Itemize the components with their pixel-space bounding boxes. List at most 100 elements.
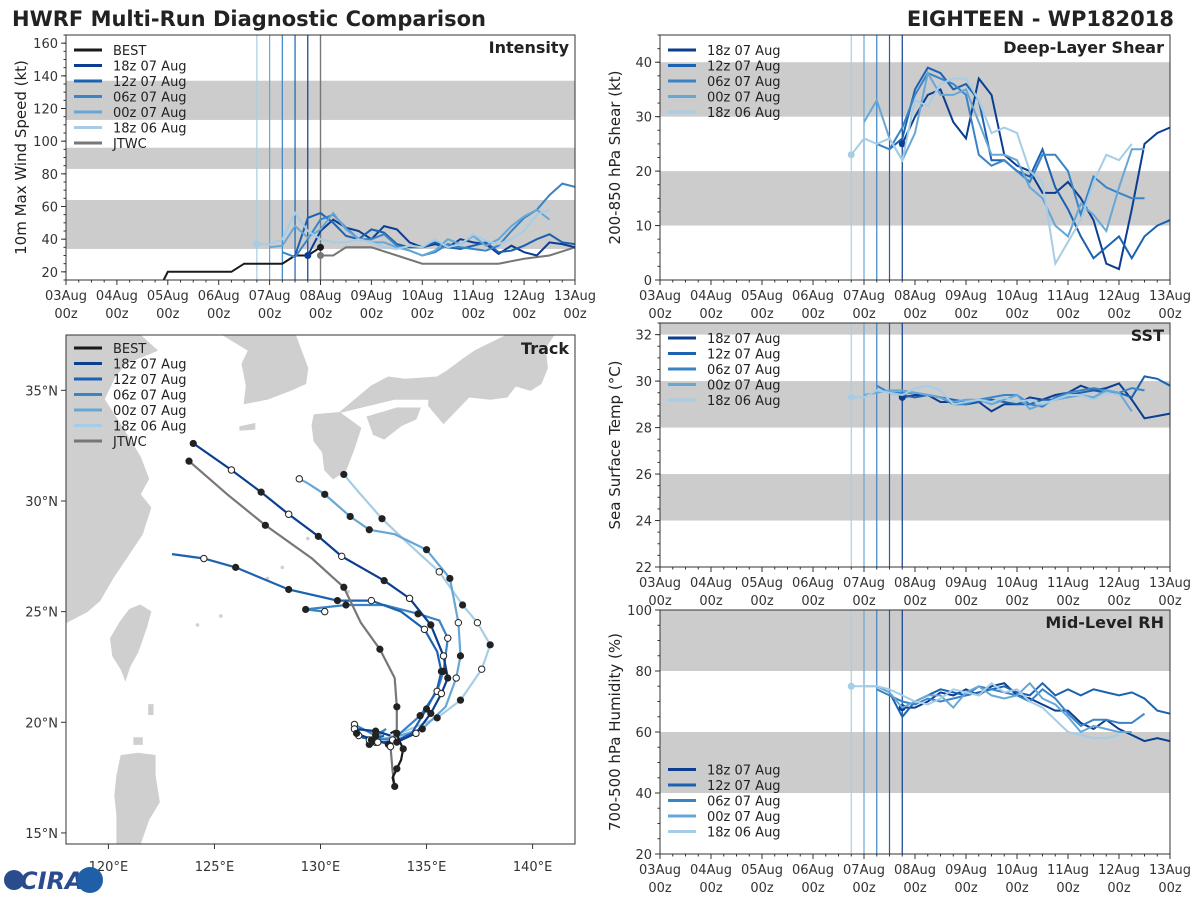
track-point-00z	[456, 696, 465, 704]
landmass-babuyan	[133, 737, 143, 745]
x-tick-label-hour: 00z	[801, 307, 825, 322]
legend-label-best: BEST	[113, 342, 146, 357]
track-point-12z	[338, 552, 346, 561]
track-point-00z	[418, 725, 426, 733]
x-tick-label-date: 06Aug	[792, 576, 834, 591]
y-tick-label: 0	[644, 274, 652, 289]
track-point-00z	[427, 709, 435, 718]
y-tick-label: 60	[41, 201, 58, 216]
landmass-shikoku	[366, 407, 421, 440]
x-tick-label-hour: 00z	[1107, 594, 1131, 609]
x-tick-label-date: 07Aug	[249, 289, 291, 304]
intensity-panel-title: Intensity	[489, 38, 570, 57]
y-tick-label: 100	[627, 604, 652, 619]
y-tick-label: 160	[33, 37, 58, 52]
x-tick-label-date: 08Aug	[894, 289, 936, 304]
series-line-r18z07	[902, 382, 1170, 420]
threshold-band	[660, 610, 1170, 671]
landmass-islet	[219, 614, 223, 618]
track-point-00z	[393, 729, 401, 737]
x-tick-label-date: 12Aug	[503, 289, 545, 304]
x-tick-label-hour: 00z	[1158, 881, 1182, 896]
track-point-12z	[477, 665, 486, 673]
x-tick-label-hour: 00z	[1005, 881, 1029, 896]
landmass-luzon	[114, 752, 160, 844]
x-tick-label-hour: 00z	[750, 594, 774, 609]
legend-label-r06z07: 06z 07 Aug	[113, 91, 187, 106]
x-tick-label-hour: 00z	[648, 307, 672, 322]
series-line-r00z07	[269, 208, 551, 257]
legend-label-r00z07: 00z 07 Aug	[113, 106, 187, 121]
track-point-00z	[414, 610, 422, 618]
intensity-plot-area	[66, 35, 575, 280]
series-line-r00z07	[864, 681, 1132, 734]
legend-label-r12z07: 12z 07 Aug	[707, 60, 781, 75]
lon-tick-label: 130°E	[301, 860, 341, 875]
legend-label-r06z07: 06z 07 Aug	[707, 363, 781, 378]
legend-label-best: BEST	[113, 44, 146, 59]
x-tick-label-date: 12Aug	[1098, 289, 1140, 304]
legend-label-r12z07: 12z 07 Aug	[707, 779, 781, 794]
legend-label-r12z07: 12z 07 Aug	[113, 373, 187, 388]
x-tick-label-hour: 00z	[1056, 594, 1080, 609]
x-tick-label-date: 08Aug	[894, 863, 936, 878]
x-tick-label-date: 08Aug	[300, 289, 342, 304]
x-tick-label-hour: 00z	[750, 881, 774, 896]
series-line-r06z07	[876, 685, 1146, 728]
x-tick-label-date: 09Aug	[945, 863, 987, 878]
x-tick-label-hour: 00z	[309, 307, 333, 322]
track-point-12z	[435, 568, 443, 576]
x-tick-label-date: 11Aug	[1047, 863, 1089, 878]
legend-label-r12z07: 12z 07 Aug	[113, 75, 187, 90]
series-marker-r18z07	[304, 252, 312, 259]
x-tick-label-hour: 00z	[1005, 307, 1029, 322]
x-tick-label-date: 11Aug	[1047, 289, 1089, 304]
x-tick-label-hour: 00z	[954, 307, 978, 322]
legend-label-r00z07: 00z 07 Aug	[113, 404, 187, 419]
legend-label-r06z07: 06z 07 Aug	[707, 795, 781, 810]
x-tick-label-hour: 00z	[411, 307, 435, 322]
x-tick-label-date: 10Aug	[996, 576, 1038, 591]
x-tick-label-hour: 00z	[1056, 307, 1080, 322]
track-point-00z	[393, 738, 401, 746]
track-point-00z	[257, 488, 265, 496]
x-tick-label-hour: 00z	[903, 594, 927, 609]
track-line-r18z07	[192, 442, 449, 744]
x-tick-label-hour: 00z	[699, 881, 723, 896]
threshold-band	[660, 171, 1170, 226]
legend-label-r00z07: 00z 07 Aug	[707, 91, 781, 106]
y-tick-label: 140	[33, 70, 58, 85]
x-tick-label-hour: 00z	[512, 307, 536, 322]
lon-tick-label: 125°E	[195, 860, 235, 875]
threshold-band	[660, 474, 1170, 521]
x-tick-label-hour: 00z	[750, 307, 774, 322]
y-tick-label: 20	[41, 266, 58, 281]
y-tick-label: 30	[635, 375, 652, 390]
x-tick-label-hour: 00z	[852, 307, 876, 322]
threshold-band	[660, 323, 1170, 335]
x-tick-label-date: 04Aug	[690, 576, 732, 591]
legend-label-r18z06: 18z 06 Aug	[113, 420, 187, 435]
legend-label-r00z07: 00z 07 Aug	[707, 810, 781, 825]
series-line-r18z07	[901, 76, 1170, 271]
x-tick-label-date: 12Aug	[1098, 863, 1140, 878]
track-point-00z	[416, 712, 424, 720]
landmass-korea	[221, 335, 309, 405]
legend-label-r18z06: 18z 06 Aug	[707, 826, 781, 841]
x-tick-label-date: 13Aug	[554, 289, 596, 304]
legend-label-r00z07: 00z 07 Aug	[707, 379, 781, 394]
x-tick-label-hour: 00z	[360, 307, 384, 322]
shear-y-label: 200-850 hPa Shear (kt)	[606, 71, 624, 245]
y-tick-label: 28	[635, 422, 652, 437]
track-point-00z	[380, 577, 388, 585]
rh-panel-title: Mid-Level RH	[1045, 613, 1164, 632]
track-point-00z	[352, 729, 361, 737]
sst-panel-title: SST	[1131, 326, 1164, 345]
x-tick-label-date: 10Aug	[996, 863, 1038, 878]
sst-plot-area	[660, 323, 1170, 567]
x-tick-label-hour: 00z	[563, 307, 587, 322]
x-tick-label-hour: 00z	[648, 594, 672, 609]
